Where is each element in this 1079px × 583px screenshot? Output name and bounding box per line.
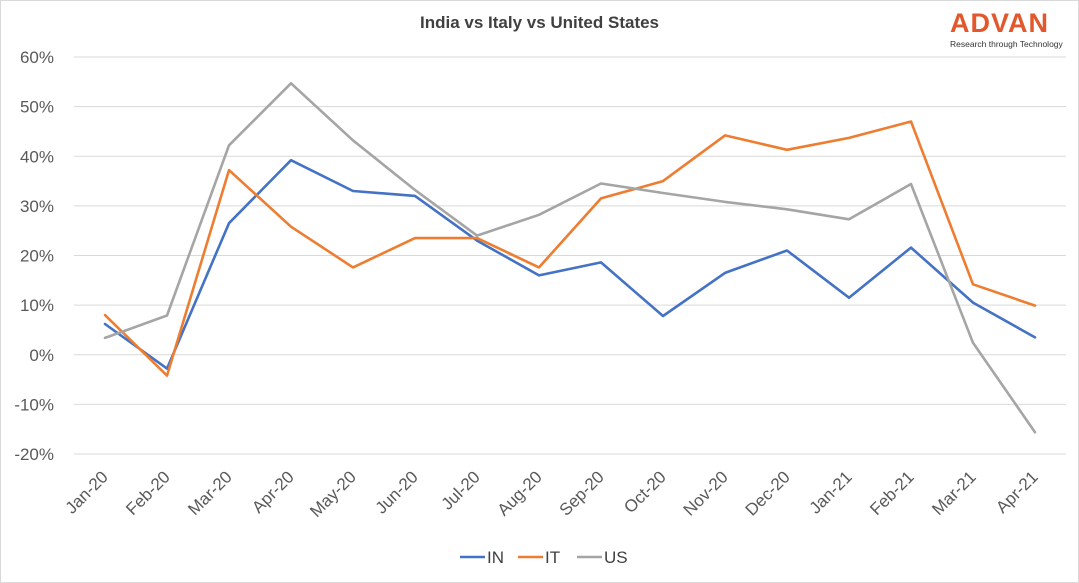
- y-axis-labels: -20% -10% 0% 10% 20% 30% 40% 50% 60%: [14, 48, 54, 464]
- x-tick-label: Mar-20: [184, 467, 236, 519]
- x-axis-labels: Jan-20 Feb-20 Mar-20 Apr-20 May-20 Jun-20 Jul-…: [62, 467, 1042, 521]
- x-tick-label: Sep-20: [556, 467, 608, 519]
- y-tick-label: -20%: [14, 445, 54, 464]
- logo-tagline: Research through Technology: [950, 39, 1063, 49]
- x-tick-label: Jan-21: [806, 467, 856, 517]
- x-tick-label: Nov-20: [680, 467, 732, 519]
- y-tick-label: 40%: [20, 147, 54, 166]
- x-tick-label: Oct-20: [620, 467, 670, 517]
- gridlines: [74, 56, 1066, 455]
- y-tick-label: 10%: [20, 296, 54, 315]
- x-tick-label: Dec-20: [742, 467, 794, 519]
- series-lines: [103, 82, 1037, 434]
- y-tick-label: 0%: [29, 346, 54, 365]
- series-line-us: [103, 82, 1037, 434]
- x-tick-label: Jul-20: [438, 467, 484, 513]
- series-line-it: [103, 120, 1037, 377]
- x-tick-label: Mar-21: [928, 467, 980, 519]
- x-tick-label: Jan-20: [62, 467, 112, 517]
- advan-logo: ADVAN Research through Technology: [950, 8, 1070, 49]
- y-tick-label: 20%: [20, 247, 54, 266]
- x-tick-label: Apr-21: [992, 467, 1042, 517]
- y-tick-label: 60%: [20, 48, 54, 67]
- legend-label-it: IT: [545, 548, 560, 567]
- x-tick-label: Feb-20: [122, 467, 174, 519]
- x-tick-label: Apr-20: [248, 467, 298, 517]
- legend: IN IT US: [460, 548, 628, 567]
- y-tick-label: 50%: [20, 98, 54, 117]
- x-tick-label: Feb-21: [866, 467, 918, 519]
- chart-title: India vs Italy vs United States: [419, 13, 660, 32]
- y-tick-label: -10%: [14, 395, 54, 414]
- y-tick-label: 30%: [20, 197, 54, 216]
- legend-label-us: US: [604, 548, 628, 567]
- x-tick-label: Jun-20: [372, 467, 422, 517]
- x-tick-label: Aug-20: [494, 467, 546, 519]
- x-tick-label: May-20: [306, 467, 360, 521]
- series-line-in: [103, 158, 1037, 370]
- legend-label-in: IN: [487, 548, 504, 567]
- logo-word: ADVAN: [950, 8, 1049, 38]
